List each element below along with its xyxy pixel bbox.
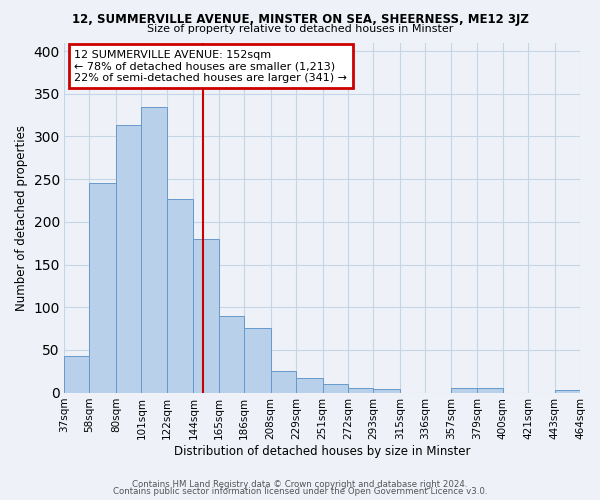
Bar [296,378,323,392]
Text: Contains public sector information licensed under the Open Government Licence v3: Contains public sector information licen… [113,487,487,496]
X-axis label: Distribution of detached houses by size in Minster: Distribution of detached houses by size … [174,444,470,458]
Bar [89,184,116,392]
Bar [373,389,400,392]
Bar [167,199,193,392]
Text: Size of property relative to detached houses in Minster: Size of property relative to detached ho… [147,24,453,34]
Bar [142,106,167,393]
Y-axis label: Number of detached properties: Number of detached properties [15,124,28,310]
Bar [323,384,348,392]
Text: Contains HM Land Registry data © Crown copyright and database right 2024.: Contains HM Land Registry data © Crown c… [132,480,468,489]
Bar [348,388,373,392]
Bar [193,239,219,392]
Bar [219,316,244,392]
Bar [64,356,89,393]
Bar [116,126,142,392]
Bar [271,372,296,392]
Bar [554,390,580,392]
Text: 12, SUMMERVILLE AVENUE, MINSTER ON SEA, SHEERNESS, ME12 3JZ: 12, SUMMERVILLE AVENUE, MINSTER ON SEA, … [71,12,529,26]
Bar [478,388,503,392]
Text: 12 SUMMERVILLE AVENUE: 152sqm
← 78% of detached houses are smaller (1,213)
22% o: 12 SUMMERVILLE AVENUE: 152sqm ← 78% of d… [74,50,347,82]
Bar [451,388,478,392]
Bar [244,328,271,392]
